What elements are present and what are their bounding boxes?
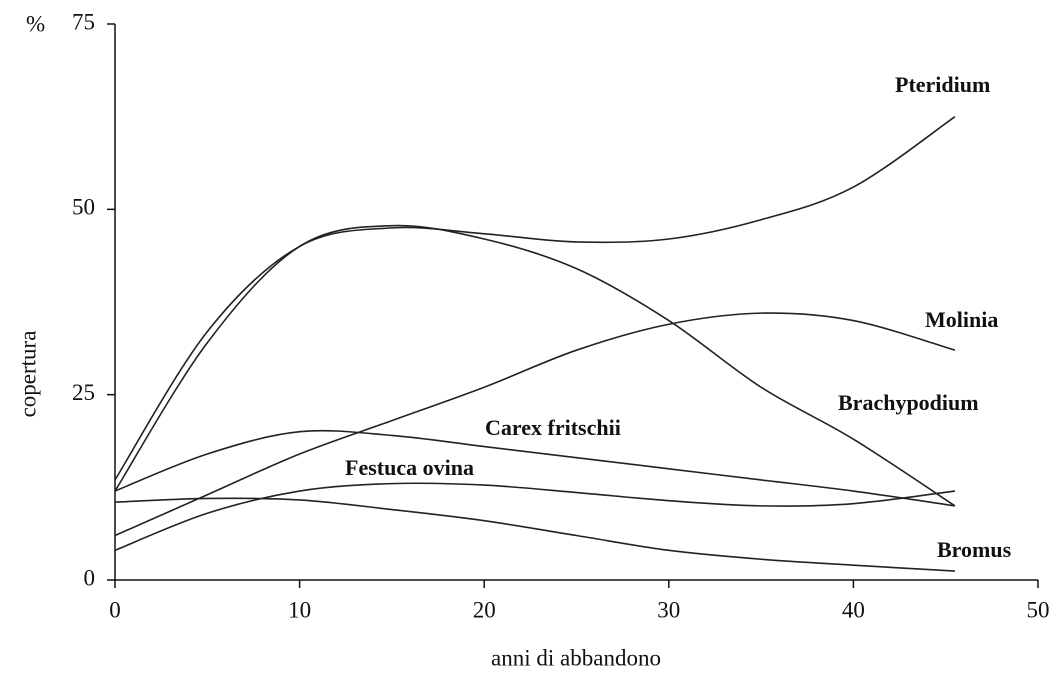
line-series bbox=[114, 482, 956, 552]
line-series bbox=[114, 497, 955, 572]
y-tick-label: 25 bbox=[72, 380, 95, 405]
x-tick-label: 40 bbox=[842, 597, 865, 622]
series-label: Carex fritschii bbox=[485, 415, 621, 440]
x-tick-label: 10 bbox=[288, 597, 311, 622]
y-tick-label: 75 bbox=[72, 9, 95, 34]
series-label: Brachypodium bbox=[838, 390, 979, 415]
line-series bbox=[114, 224, 956, 507]
series-label: Molinia bbox=[925, 307, 998, 332]
y-tick-label: 0 bbox=[84, 565, 96, 590]
x-tick-label: 30 bbox=[657, 597, 680, 622]
x-tick-label: 0 bbox=[109, 597, 121, 622]
series-label: Bromus bbox=[937, 537, 1012, 562]
line-series bbox=[114, 429, 956, 507]
y-tick-label: 50 bbox=[72, 195, 95, 220]
x-tick-label: 50 bbox=[1027, 597, 1050, 622]
x-axis-label: anni di abbandono bbox=[491, 645, 661, 670]
y-unit: % bbox=[26, 11, 45, 36]
y-axis-label: copertura bbox=[15, 331, 40, 418]
x-tick-label: 20 bbox=[473, 597, 496, 622]
line-series bbox=[114, 116, 956, 481]
series-label: Pteridium bbox=[895, 72, 990, 97]
line-series bbox=[114, 312, 956, 537]
series-label: Festuca ovina bbox=[345, 455, 474, 480]
